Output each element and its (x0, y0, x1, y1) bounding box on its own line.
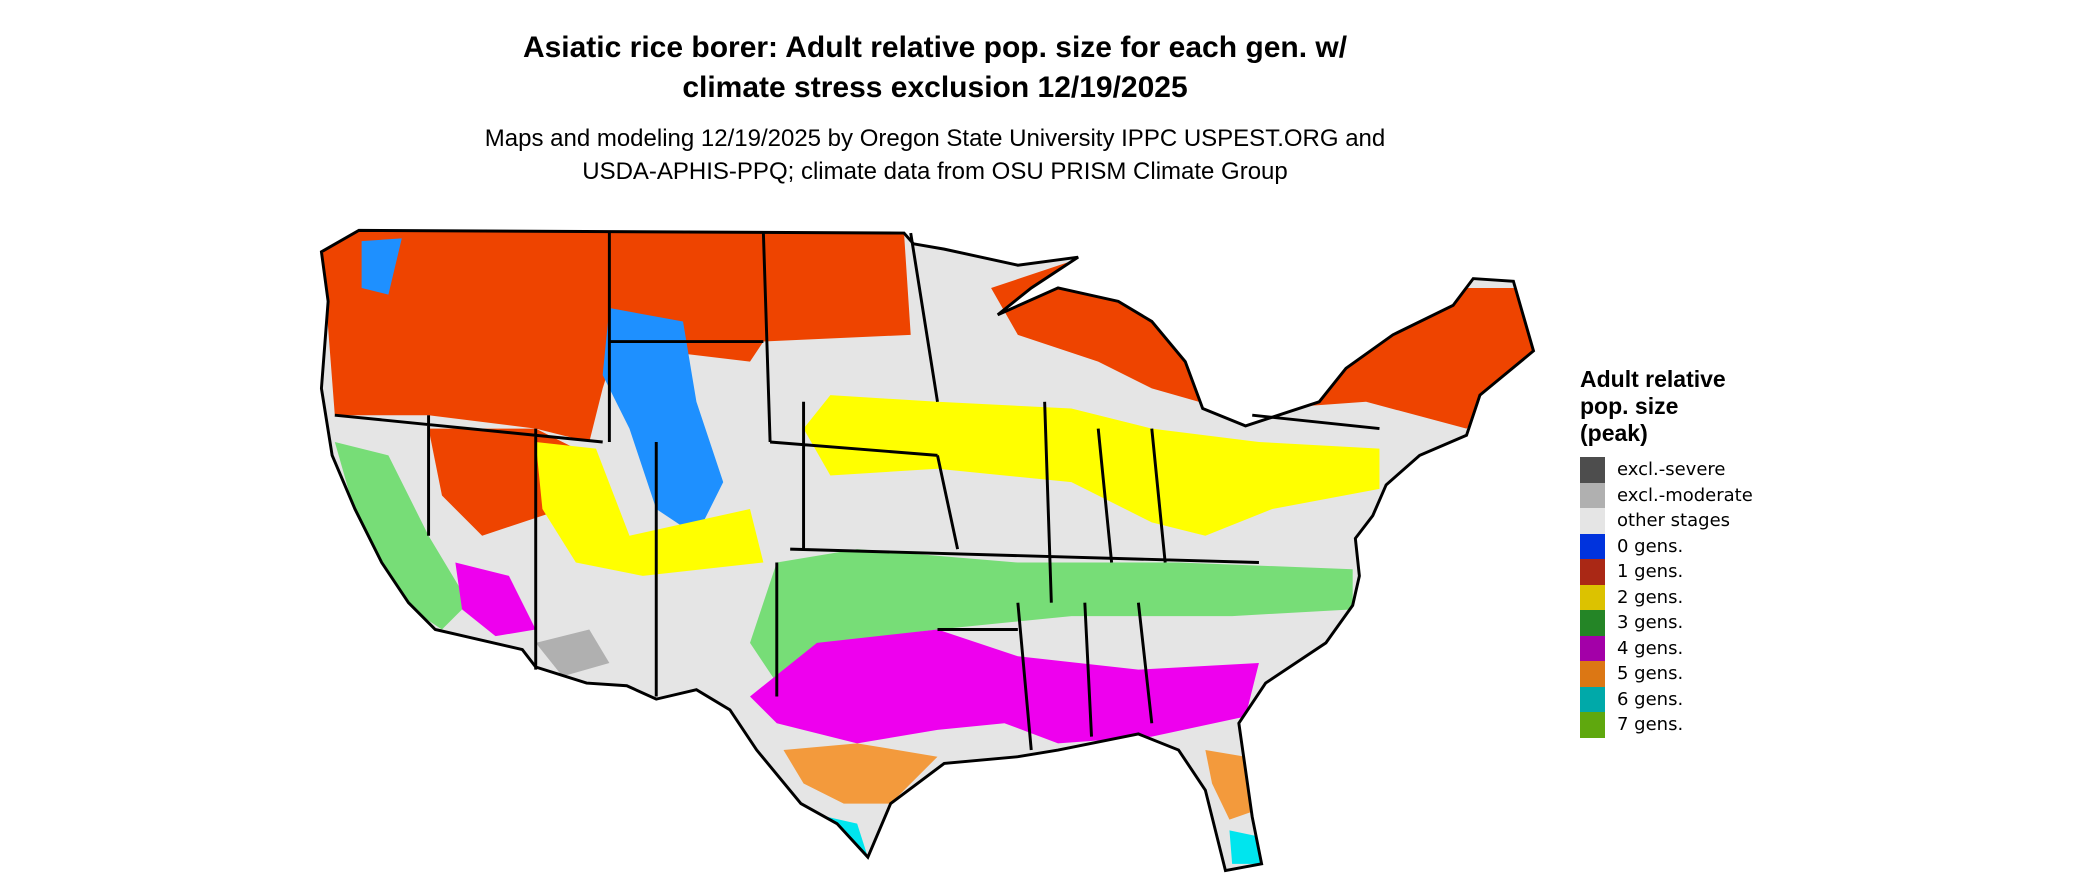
legend-item: 2 gens. (1580, 584, 1820, 610)
title-line: Asiatic rice borer: Adult relative pop. … (522, 31, 1348, 64)
region-0-gen-cascades (361, 238, 402, 295)
legend-swatch (1580, 661, 1605, 687)
region-3-gen-california (334, 441, 469, 630)
legend-label: 2 gens. (1617, 586, 1684, 608)
legend-label: 7 gens. (1617, 714, 1684, 736)
legend-swatch (1580, 457, 1605, 483)
legend-swatch (1580, 584, 1605, 610)
title-line: climate stress exclusion 12/19/2025 (682, 71, 1188, 104)
legend-label: 0 gens. (1617, 535, 1684, 557)
legend-item: 7 gens. (1580, 712, 1820, 738)
map-subtitle: Maps and modeling 12/19/2025 by Oregon S… (0, 122, 1870, 188)
subtitle-line: Maps and modeling 12/19/2025 by Oregon S… (484, 125, 1386, 152)
legend-item: 5 gens. (1580, 661, 1820, 687)
region-4-gen-desert (455, 562, 536, 637)
region-3-gen-band (750, 549, 1353, 684)
region-2-gen-west (535, 441, 764, 576)
legend-title-line: pop. size (1580, 393, 1679, 419)
legend-label: excl.-moderate (1617, 484, 1753, 506)
map-title: Asiatic rice borer: Adult relative pop. … (0, 28, 1870, 108)
region-1-gen-great-lakes (991, 261, 1199, 402)
state-borders (319, 228, 1535, 873)
region-5-gen-florida (1205, 750, 1257, 820)
region-4-gen-south (750, 629, 1259, 744)
legend-swatch (1580, 686, 1605, 712)
region-2-gen-band (803, 395, 1380, 536)
legend-title-line: (peak) (1580, 420, 1648, 446)
legend-item: excl.-severe (1580, 457, 1820, 483)
legend-swatch (1580, 533, 1605, 559)
region-5-gen-texas (783, 743, 938, 804)
region-0-gen-rockies (602, 308, 724, 536)
legend-items: excl.-severe excl.-moderate other stages 0 … (1580, 457, 1820, 738)
legend-item: 1 gens. (1580, 559, 1820, 585)
legend-label: 5 gens. (1617, 663, 1684, 685)
legend-item: other stages (1580, 508, 1820, 534)
legend-item: 3 gens. (1580, 610, 1820, 636)
legend-title: Adult relative pop. size (peak) (1580, 366, 1820, 447)
subtitle-line: USDA-APHIS-PPQ; climate data from OSU PR… (582, 158, 1288, 185)
legend-label: 4 gens. (1617, 637, 1684, 659)
legend-swatch (1580, 508, 1605, 534)
legend-swatch (1580, 559, 1605, 585)
legend-item: excl.-moderate (1580, 482, 1820, 508)
region-excl-moderate-arizona (535, 629, 610, 677)
legend-swatch (1580, 610, 1605, 636)
legend-label: other stages (1617, 510, 1731, 532)
legend-item: 0 gens. (1580, 533, 1820, 559)
legend-title-line: Adult relative (1580, 366, 1726, 392)
legend-swatch (1580, 635, 1605, 661)
legend-label: 3 gens. (1617, 612, 1684, 634)
legend-label: 6 gens. (1617, 688, 1684, 710)
legend-label: excl.-severe (1617, 459, 1726, 481)
legend-item: 6 gens. (1580, 686, 1820, 712)
region-6-gen-florida-tip (1229, 830, 1262, 864)
legend-swatch (1580, 482, 1605, 508)
legend-swatch (1580, 712, 1605, 738)
region-1-gen-northeast (1272, 287, 1534, 429)
legend-item: 4 gens. (1580, 635, 1820, 661)
legend: Adult relative pop. size (peak) excl.-se… (1580, 366, 1820, 738)
legend-label: 1 gens. (1617, 561, 1684, 583)
generation-regions (321, 230, 1534, 864)
